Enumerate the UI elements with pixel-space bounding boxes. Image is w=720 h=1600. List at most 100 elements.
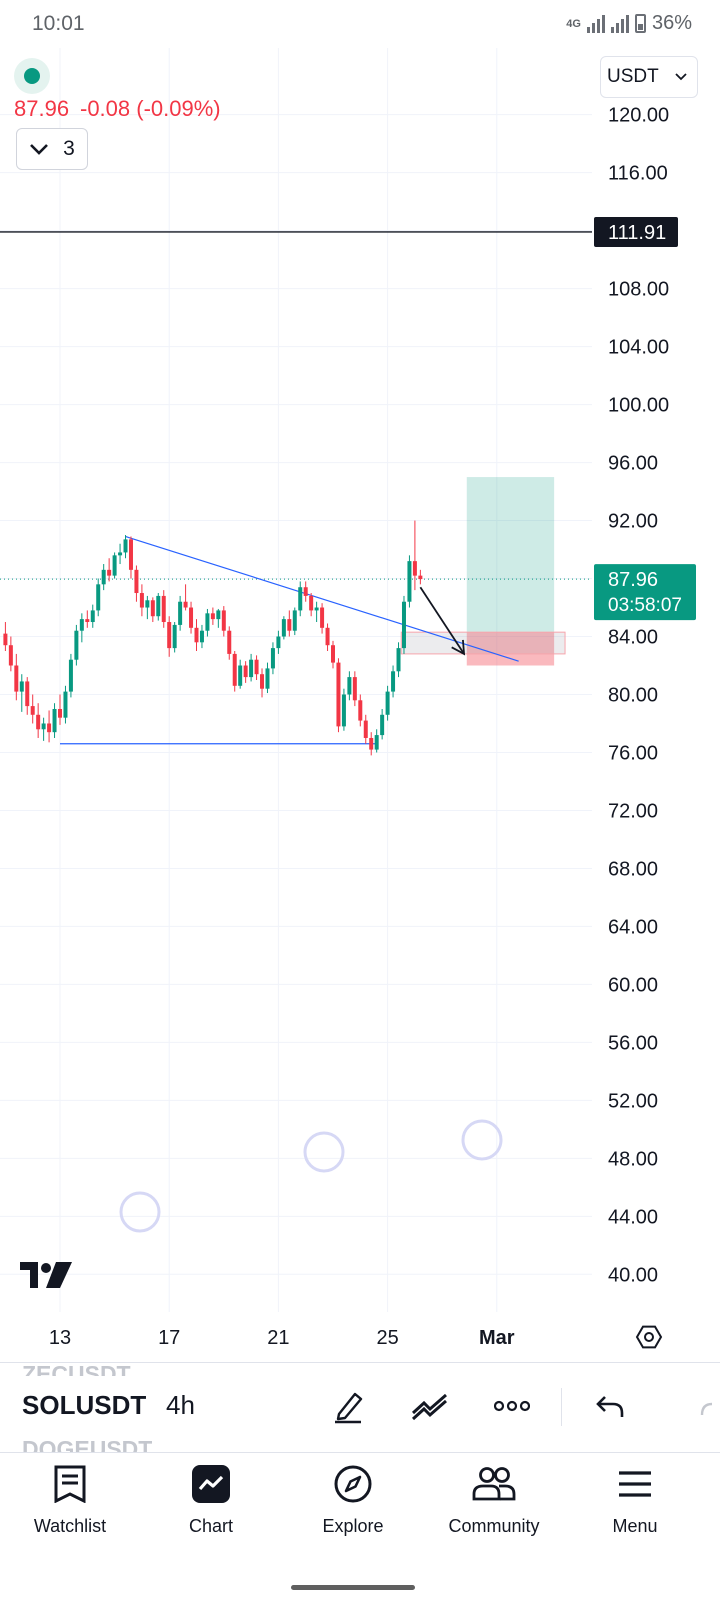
chevron-down-icon — [675, 73, 687, 81]
symbol-name[interactable]: SOLUSDT — [22, 1390, 147, 1420]
nav-menu[interactable]: Menu — [575, 1460, 695, 1537]
candle — [172, 622, 177, 653]
candle — [139, 584, 144, 617]
more-icon[interactable] — [488, 1384, 536, 1428]
nav-watchlist[interactable]: Watchlist — [10, 1460, 130, 1537]
y-axis-label: 48.00 — [608, 1148, 658, 1170]
candle — [41, 717, 46, 741]
y-axis-label: 64.00 — [608, 916, 658, 938]
next-symbol[interactable]: DOGEUSDT — [22, 1436, 153, 1452]
candle-body — [276, 636, 281, 649]
market-status-dot[interactable] — [14, 58, 50, 94]
status-time: 10:01 — [32, 12, 85, 35]
settings-hexagon — [635, 1325, 663, 1349]
candle-body — [25, 681, 30, 707]
bar-countdown-label: 03:58:07 — [608, 595, 682, 616]
price-label-111-91-bg — [594, 216, 678, 247]
y-axis-label: 60.00 — [608, 974, 658, 996]
candle — [385, 685, 390, 721]
candle-body — [298, 587, 303, 611]
pen-icon[interactable] — [325, 1384, 373, 1428]
nav-community[interactable]: Community — [434, 1460, 554, 1537]
candle-body — [210, 613, 215, 620]
candle — [336, 658, 341, 733]
indicators-toggle-button[interactable]: 3 — [16, 128, 88, 170]
candle-body — [47, 723, 52, 733]
candle — [161, 590, 166, 628]
nav-explore[interactable]: Explore — [293, 1460, 413, 1537]
candle-body — [123, 539, 128, 553]
undo-icon[interactable] — [586, 1384, 634, 1428]
candle — [347, 671, 352, 701]
candle-body — [96, 584, 101, 611]
community-icon — [470, 1460, 518, 1508]
candle — [118, 543, 123, 565]
watchlist-icon — [46, 1460, 94, 1508]
candle — [303, 581, 308, 602]
candle — [418, 569, 423, 585]
redo-icon[interactable] — [672, 1384, 720, 1428]
nav-label: Watchlist — [33, 1516, 107, 1536]
candle — [396, 642, 401, 678]
candle-body — [418, 575, 423, 580]
candle-body — [167, 622, 172, 649]
chart-settings-icon[interactable] — [635, 1325, 663, 1349]
signal-strength-icon-2 — [610, 14, 629, 33]
x-axis-label: 21 — [267, 1327, 289, 1349]
candle-body — [254, 659, 259, 675]
candle — [374, 729, 379, 753]
chart-icon — [187, 1460, 235, 1508]
nav-label: Chart — [188, 1516, 233, 1536]
home-indicator[interactable] — [291, 1585, 415, 1590]
candle — [270, 642, 275, 675]
candle-body — [90, 610, 95, 623]
chevron-down-icon — [30, 144, 49, 155]
prev-symbol[interactable]: ZECUSDT — [22, 1361, 131, 1376]
multi-line-icon[interactable] — [406, 1384, 454, 1428]
candle — [314, 601, 319, 623]
settings-center — [644, 1332, 654, 1342]
arrow-drawing — [419, 586, 465, 655]
candle-body — [412, 561, 417, 576]
candle-body — [249, 659, 254, 678]
status-icons: 4G 36% — [566, 12, 692, 35]
candle-body — [52, 708, 57, 733]
candle-body — [14, 665, 19, 692]
candle — [178, 595, 183, 631]
candle — [85, 610, 90, 628]
nav-chart[interactable]: Chart — [151, 1460, 271, 1537]
candle-body — [8, 645, 13, 666]
price-chart[interactable]: 120.00 116.00 108.00 104.00 100.00 96.00 92.00… — [0, 48, 720, 1362]
y-axis-label: 44.00 — [608, 1206, 658, 1228]
x-axis-label: Mar — [479, 1327, 515, 1349]
candle — [210, 607, 215, 625]
candle-body — [358, 700, 363, 721]
currency-select[interactable]: USDT — [600, 56, 698, 98]
interval-button[interactable]: 4h — [166, 1390, 195, 1420]
candle — [47, 710, 52, 743]
candle — [216, 608, 221, 628]
candle-body — [30, 706, 35, 715]
candle — [265, 662, 270, 694]
candle-body — [139, 593, 144, 608]
candle — [358, 694, 363, 727]
candle — [227, 626, 232, 660]
candle — [167, 616, 172, 657]
candle — [412, 520, 417, 591]
candle — [401, 595, 406, 654]
y-axis-label: 52.00 — [608, 1090, 658, 1112]
candle — [352, 671, 357, 707]
candle — [325, 623, 330, 652]
candle — [249, 653, 254, 682]
candle-body — [380, 714, 385, 736]
candle — [68, 653, 73, 698]
candle — [150, 597, 155, 623]
candle-body — [3, 633, 8, 646]
candle-body — [325, 627, 330, 646]
candle-body — [112, 555, 117, 576]
rectangle-drawing — [400, 631, 566, 655]
tradingview-logo-icon — [20, 1262, 72, 1288]
y-axis-label: 96.00 — [608, 453, 658, 475]
candle-body — [265, 668, 270, 689]
candle-body — [74, 630, 79, 660]
